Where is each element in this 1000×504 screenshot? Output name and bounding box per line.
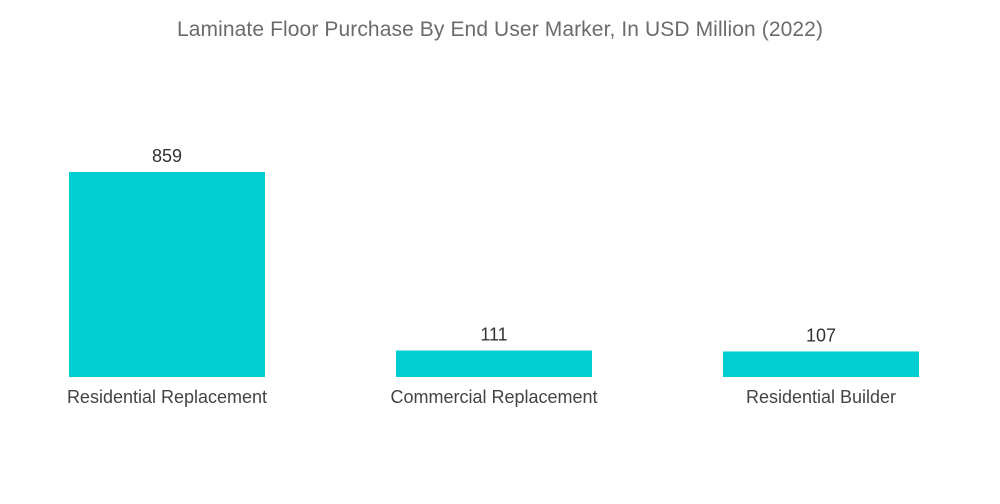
value-labels-group: 859 111 107 [152,146,836,345]
data-label-residential-builder: 107 [806,325,836,345]
bar-residential-replacement [69,172,265,377]
data-label-residential-replacement: 859 [152,146,182,166]
category-labels-group: Residential Replacement Commercial Replac… [67,387,896,407]
category-label-commercial-replacement: Commercial Replacement [390,387,597,407]
bar-commercial-replacement [396,350,592,377]
category-label-residential-replacement: Residential Replacement [67,387,267,407]
data-label-commercial-replacement: 111 [480,325,507,345]
bars-group [69,172,919,377]
category-label-residential-builder: Residential Builder [746,387,896,407]
bar-residential-builder [723,351,919,377]
chart-title: Laminate Floor Purchase By End User Mark… [176,18,824,41]
